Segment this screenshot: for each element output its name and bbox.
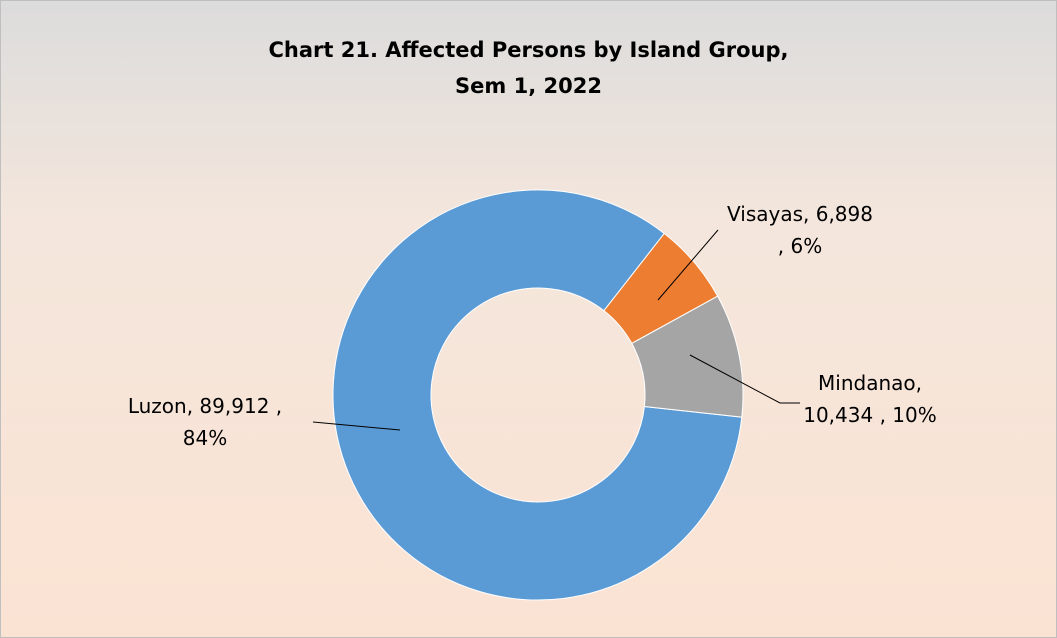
donut-slice	[332, 189, 743, 601]
data-label: Luzon, 89,912 , 84%	[127, 394, 283, 450]
leader-line	[657, 229, 719, 301]
chart-subtitle: Sem 1, 2022	[455, 74, 602, 98]
leader-line	[312, 421, 401, 431]
data-label: Mindanao, 10,434 , 10%	[803, 371, 937, 427]
leader-line	[689, 354, 800, 404]
chart-title: Chart 21. Affected Persons by Island Gro…	[268, 38, 789, 62]
donut-slice	[631, 295, 744, 418]
data-label: Visayas, 6,898 , 6%	[727, 202, 873, 258]
